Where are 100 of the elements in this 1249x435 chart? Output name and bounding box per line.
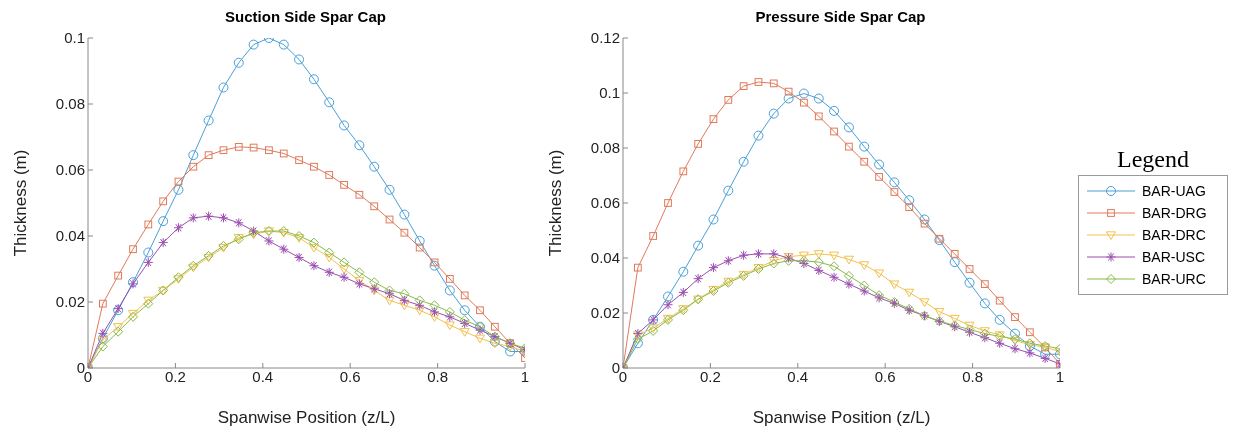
- point: [964, 277, 975, 288]
- legend-label: BAR-DRC: [1142, 227, 1206, 243]
- point: [949, 257, 960, 268]
- point: [339, 272, 350, 283]
- point: [430, 258, 439, 267]
- point: [829, 261, 840, 272]
- point: [859, 261, 870, 270]
- point: [633, 263, 642, 272]
- point: [649, 232, 658, 240]
- point: [429, 300, 440, 311]
- point: [203, 115, 214, 126]
- point: [708, 262, 719, 273]
- point: [753, 130, 764, 141]
- point: [709, 115, 718, 123]
- point: [354, 267, 365, 278]
- point: [444, 285, 455, 296]
- point: [219, 146, 228, 155]
- point: [813, 93, 824, 104]
- point: [400, 228, 409, 237]
- point: [339, 120, 350, 131]
- chart-title: Suction Side Spar Cap: [224, 8, 387, 25]
- point: [1024, 347, 1035, 358]
- y-tick-label: 0.06: [55, 161, 85, 179]
- x-tick-label: 0.2: [699, 367, 721, 385]
- legend-label: BAR-UAG: [1142, 183, 1206, 199]
- point: [144, 220, 153, 229]
- point: [843, 122, 854, 133]
- point: [218, 212, 229, 223]
- point: [663, 299, 674, 310]
- point: [189, 162, 198, 171]
- legend-label: BAR-DRG: [1142, 205, 1207, 221]
- point: [490, 322, 499, 331]
- point: [279, 149, 288, 158]
- point: [414, 300, 425, 311]
- point: [800, 98, 808, 107]
- point: [429, 313, 440, 322]
- point: [738, 250, 749, 261]
- x-tick-label: 0.6: [339, 367, 361, 385]
- point: [310, 162, 318, 171]
- point: [384, 184, 395, 195]
- point: [445, 275, 454, 283]
- point: [904, 288, 915, 298]
- point: [460, 291, 469, 300]
- point: [143, 257, 154, 268]
- x-tick-label: 0.8: [962, 367, 984, 385]
- point: [325, 171, 334, 179]
- point: [158, 237, 169, 248]
- point: [843, 279, 854, 290]
- point: [278, 244, 289, 255]
- legend-label: BAR-URC: [1142, 271, 1206, 287]
- point: [114, 271, 123, 280]
- point: [203, 211, 214, 222]
- point: [294, 252, 305, 263]
- point: [1009, 343, 1020, 354]
- point: [979, 332, 990, 343]
- point: [370, 202, 379, 211]
- point: [308, 74, 319, 85]
- y-tick-label: 0.06: [590, 194, 620, 212]
- point: [459, 305, 470, 316]
- point: [950, 250, 959, 258]
- point: [678, 287, 689, 298]
- point: [278, 39, 289, 50]
- point: [234, 143, 243, 151]
- point: [679, 167, 688, 176]
- point: [632, 338, 643, 349]
- point: [173, 184, 184, 195]
- point: [1040, 353, 1051, 364]
- point: [444, 311, 455, 322]
- point: [399, 301, 410, 311]
- point: [188, 150, 199, 161]
- point: [994, 314, 1005, 325]
- point: [829, 272, 840, 283]
- y-tick-label: 0.1: [599, 84, 620, 102]
- point: [505, 346, 516, 357]
- point: [159, 197, 168, 206]
- y-tick-label: 0.04: [55, 227, 85, 245]
- point: [739, 82, 748, 90]
- point: [233, 217, 244, 228]
- point: [129, 245, 137, 254]
- x-tick-label: 0.2: [164, 367, 186, 385]
- point: [874, 159, 885, 170]
- point: [233, 57, 244, 68]
- point: [919, 214, 930, 225]
- point: [859, 141, 870, 152]
- point: [664, 199, 672, 207]
- point: [174, 177, 183, 186]
- x-tick-label: 0.4: [252, 367, 274, 385]
- point: [340, 180, 348, 189]
- point: [1011, 313, 1019, 321]
- point: [414, 295, 425, 306]
- point: [188, 212, 199, 223]
- point: [693, 273, 704, 284]
- point: [845, 142, 853, 151]
- point: [768, 248, 779, 259]
- point: [324, 97, 335, 108]
- point: [429, 260, 440, 271]
- point: [632, 334, 643, 345]
- point: [308, 260, 319, 271]
- y-tick-label: 0.1: [64, 29, 85, 47]
- point: [920, 219, 929, 228]
